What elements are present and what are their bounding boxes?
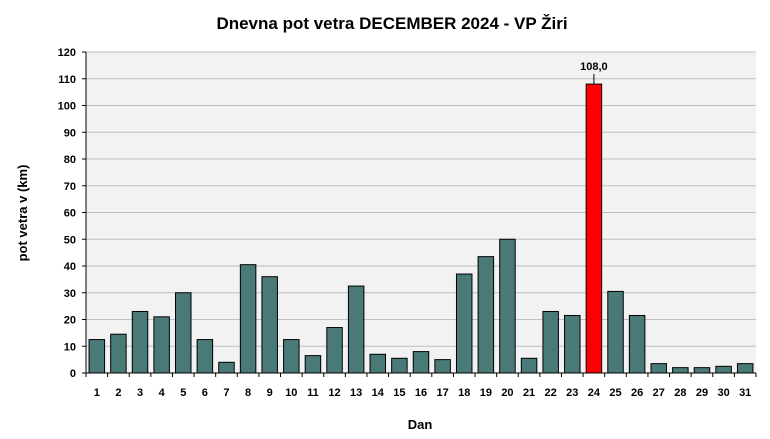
bar-day-21 — [520, 357, 538, 374]
y-axis-label: pot vetra v (km) — [15, 165, 30, 262]
x-tick-label: 31 — [739, 387, 751, 399]
x-tick-label: 25 — [609, 387, 621, 399]
bar-day-1 — [88, 339, 106, 374]
bar-day-11 — [304, 355, 322, 374]
x-tick-label: 15 — [393, 387, 405, 399]
bar-day-26 — [628, 314, 646, 374]
x-tick-label: 29 — [696, 387, 708, 399]
x-tick-label: 30 — [717, 387, 729, 399]
bar-day-22 — [542, 310, 559, 374]
y-tick-label: 40 — [64, 261, 76, 273]
x-tick-label: 7 — [223, 387, 229, 399]
bar-day-18 — [455, 273, 473, 374]
y-tick-label: 80 — [64, 154, 76, 166]
x-tick-label: 26 — [631, 387, 643, 399]
y-tick-label: 120 — [58, 47, 76, 59]
x-tick-label: 16 — [415, 387, 427, 399]
y-tick-label: 60 — [64, 208, 76, 220]
bar-day-29 — [693, 367, 711, 374]
annotations: 108,0 — [580, 61, 608, 85]
x-tick-label: 13 — [350, 387, 362, 399]
bar-day-6 — [196, 339, 214, 374]
bar-day-19 — [477, 256, 495, 374]
bar-day-4 — [153, 316, 170, 374]
x-tick-label: 10 — [285, 387, 297, 399]
y-tick-label: 110 — [58, 74, 76, 86]
x-axis-ticks: 1 2 3 4 5 6 7 8 9 10 11 12 13 14 15 16 17 18 19 20 21 22 23 24 2… — [85, 373, 757, 399]
y-tick-label: 100 — [58, 101, 76, 113]
bar-day-2 — [110, 333, 127, 374]
x-tick-label: 9 — [267, 387, 273, 399]
x-tick-label: 2 — [115, 387, 121, 399]
x-tick-label: 17 — [436, 387, 448, 399]
bar-day-30 — [715, 365, 732, 374]
x-tick-label: 24 — [588, 387, 601, 399]
x-axis-label: Dan — [408, 417, 433, 432]
x-tick-label: 18 — [458, 387, 470, 399]
bar-day-17 — [434, 359, 451, 374]
bar-day-24 — [585, 83, 603, 374]
bar-day-25 — [607, 290, 624, 374]
y-tick-label: 90 — [64, 127, 76, 139]
x-tick-label: 28 — [674, 387, 686, 399]
y-tick-label: 0 — [70, 368, 76, 380]
y-tick-label: 50 — [64, 234, 76, 246]
bar-day-12 — [326, 327, 343, 374]
x-tick-label: 8 — [245, 387, 251, 399]
x-tick-label: 12 — [328, 387, 340, 399]
data-label: 108,0 — [580, 61, 608, 73]
bar-day-9 — [261, 276, 278, 374]
y-axis-ticks: 0 10 20 30 40 50 60 70 80 90 100 110 120 — [58, 47, 86, 380]
x-tick-label: 23 — [566, 387, 578, 399]
x-tick-label: 1 — [94, 387, 100, 399]
x-tick-label: 6 — [202, 387, 208, 399]
y-tick-label: 10 — [64, 341, 76, 353]
bar-day-8 — [239, 264, 257, 374]
x-tick-label: 22 — [545, 387, 557, 399]
bar-day-7 — [218, 361, 235, 374]
x-tick-label: 5 — [180, 387, 186, 399]
bar-day-10 — [283, 339, 300, 374]
x-tick-label: 11 — [307, 387, 319, 399]
bar-day-14 — [369, 353, 387, 374]
bar-day-20 — [499, 238, 516, 374]
bar-day-27 — [650, 363, 667, 374]
bar-day-16 — [412, 351, 430, 374]
bar-day-23 — [564, 314, 581, 374]
y-tick-label: 70 — [64, 181, 76, 193]
bar-day-15 — [391, 357, 408, 374]
bar-day-28 — [672, 367, 689, 374]
x-tick-label: 3 — [137, 387, 143, 399]
y-tick-label: 30 — [64, 288, 76, 300]
x-tick-label: 19 — [480, 387, 492, 399]
bar-day-31 — [736, 363, 754, 374]
bar-day-3 — [131, 310, 149, 374]
chart-title: Dnevna pot vetra DECEMBER 2024 - VP Žiri — [216, 14, 567, 33]
x-tick-label: 4 — [159, 387, 166, 399]
x-tick-label: 21 — [523, 387, 535, 399]
x-tick-label: 27 — [653, 387, 665, 399]
bar-day-13 — [347, 285, 365, 374]
y-tick-label: 20 — [64, 315, 76, 327]
x-tick-label: 14 — [372, 387, 385, 399]
bar-day-5 — [175, 292, 192, 374]
x-tick-label: 20 — [501, 387, 513, 399]
gridlines — [86, 51, 756, 347]
